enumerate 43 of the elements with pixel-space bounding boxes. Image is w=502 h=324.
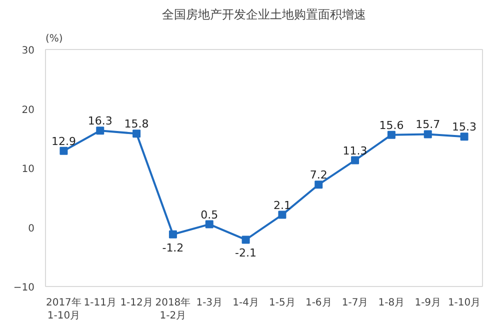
data-label: 7.2 (310, 168, 328, 182)
point (424, 130, 432, 138)
data-label: 15.8 (124, 118, 149, 131)
point (314, 180, 323, 189)
data-label: -2.1 (235, 246, 257, 260)
y-tick-label: 10 (22, 164, 35, 175)
chart-title: 全国房地产开发企业土地购置面积增速 (162, 8, 366, 22)
y-tick-label: 20 (22, 104, 35, 116)
data-label: 15.3 (452, 120, 477, 134)
data-label: 0.5 (200, 208, 218, 222)
y-tick-label: 30 (22, 46, 35, 56)
data-label: 12.9 (51, 134, 76, 148)
x-tick-label: 1-7月 (342, 298, 368, 308)
point (242, 236, 250, 244)
point (60, 146, 68, 155)
point (168, 230, 177, 238)
y-tick-label: 0 (28, 223, 35, 234)
y-tick-label: −10 (13, 282, 35, 294)
data-label: 15.6 (379, 118, 404, 132)
x-tick-label: 1-5月 (269, 298, 296, 308)
point (351, 156, 360, 164)
x-tick-label: 2018年 1-2月 (155, 296, 191, 322)
y-axis-title: (%) (46, 34, 63, 44)
x-tick-label: 1-3月 (196, 298, 223, 308)
x-tick-label: 1-12月 (120, 298, 153, 308)
data-label: 16.3 (88, 114, 112, 128)
point (205, 220, 214, 228)
x-tick-label: 1-9月 (414, 298, 442, 308)
data-label: 2.1 (273, 198, 291, 212)
x-tick-label: 1-4月 (232, 298, 259, 308)
x-tick-label: 2017年 1-10月 (46, 296, 82, 322)
point (460, 132, 468, 141)
point (387, 130, 396, 139)
point (278, 210, 286, 219)
x-tick-label: 1-6月 (305, 298, 332, 308)
x-tick-label: 1-11月 (84, 298, 116, 308)
point (132, 130, 141, 138)
data-label: 15.7 (416, 118, 440, 132)
point (96, 126, 104, 135)
data-label: 11.3 (342, 144, 368, 158)
data-label: -1.2 (162, 241, 184, 254)
x-tick-label: 1-10月 (448, 298, 481, 308)
x-tick-label: 1-8月 (378, 298, 405, 308)
